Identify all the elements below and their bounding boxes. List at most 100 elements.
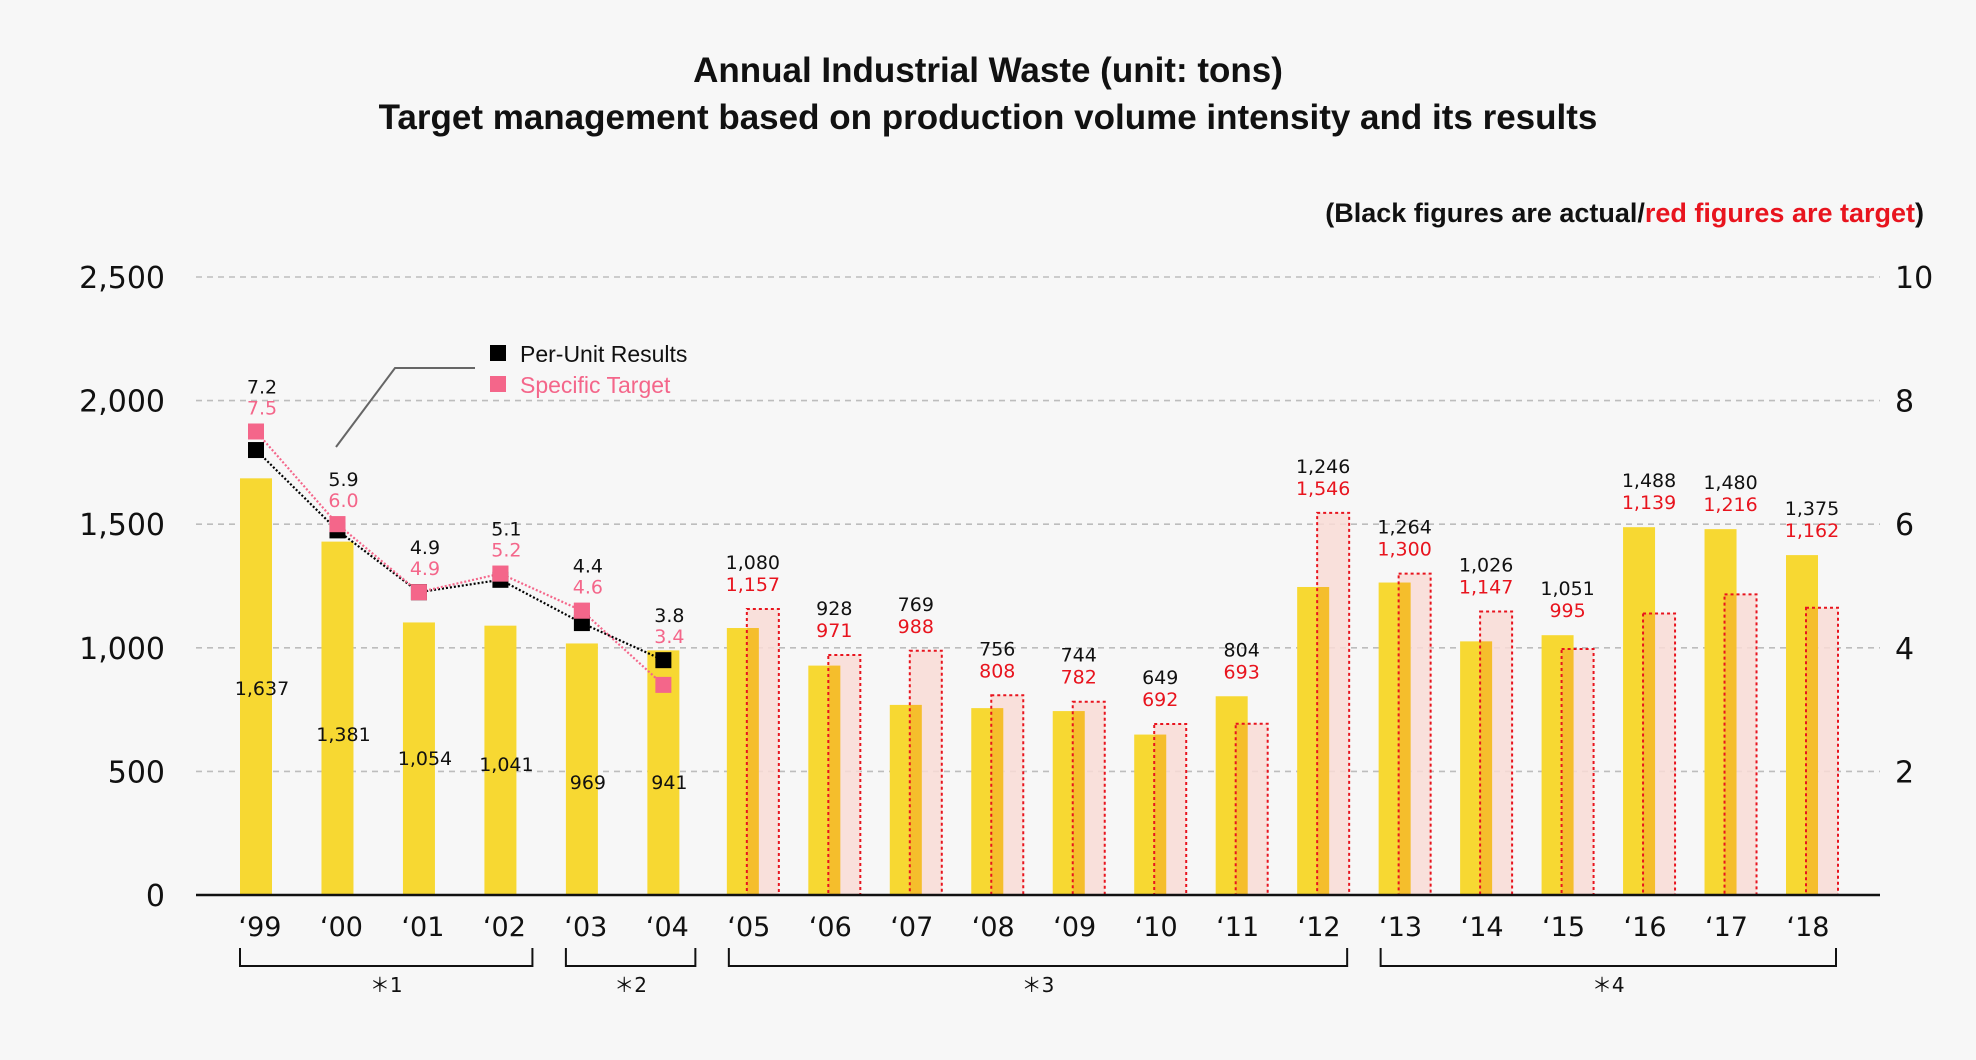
bar-overlap [1806,607,1818,895]
label-specific-target: 5.2 [491,540,521,562]
label-actual: 1,041 [479,754,533,776]
label-actual: 1,054 [398,748,452,770]
label-per-unit: 7.2 [247,377,277,399]
label-actual: 1,264 [1377,517,1431,539]
bar-target-outline [1397,572,1432,896]
bar-overlap [1072,711,1085,895]
x-tick-label: ‘99 [239,912,282,943]
legend-label-results: Per-Unit Results [520,341,687,367]
note-target: red figures are target [1645,198,1915,228]
label-target: 1,139 [1622,492,1676,514]
label-actual: 1,051 [1540,578,1594,600]
label-target: 971 [816,620,852,642]
x-tick-label: ‘01 [401,912,444,943]
x-tick-label: ‘15 [1542,912,1585,943]
label-per-unit: 5.1 [491,519,521,541]
x-tick-label: ‘07 [890,912,933,943]
label-target: 1,300 [1377,539,1431,561]
label-actual: 1,488 [1622,470,1676,492]
bar-overlap [1561,649,1574,895]
note-actual: Black figures are actual/ [1334,198,1645,228]
chart-note: (Black figures are actual/red figures ar… [1325,198,1924,228]
left-tick-label: 500 [108,755,165,790]
label-actual: 1,080 [726,552,780,574]
period-bracket-label: ＊2 [614,973,647,997]
bar-target-outline [1153,722,1188,897]
x-tick-label: ‘12 [1298,912,1341,943]
x-tick-label: ‘14 [1461,912,1504,943]
x-tick-label: ‘09 [1053,912,1096,943]
x-tick-label: ‘05 [727,912,770,943]
bar-overlap [828,665,841,895]
period-bracket [727,948,1349,967]
label-specific-target: 3.4 [654,626,684,648]
left-axis: 0 500 1,000 1,500 2,000 2,500 [79,261,165,914]
x-tick-label: ‘17 [1705,912,1748,943]
bar-overlap [1480,641,1493,895]
legend: Per-Unit Results Specific Target [335,341,687,448]
lines [248,423,672,693]
marker-specific-target [573,602,590,619]
bar-target-outline [1316,511,1351,896]
label-per-unit: 3.8 [654,605,684,627]
right-tick-label: 10 [1895,261,1933,296]
chart-subtitle: Target management based on production vo… [379,98,1598,137]
right-tick-label: 6 [1895,508,1914,543]
label-actual: 744 [1061,645,1097,667]
bar-overlap [1398,582,1411,895]
label-actual: 769 [898,594,934,616]
left-tick-label: 1,500 [79,508,165,543]
x-tick-label: ‘11 [1216,912,1259,943]
marker-specific-target [410,584,427,601]
label-target: 1,546 [1296,478,1350,500]
marker-specific-target [248,423,264,440]
label-actual: 1,375 [1785,498,1839,520]
x-tick-label: ‘13 [1379,912,1422,943]
label-specific-target: 6.0 [328,490,358,512]
bar-target-outline [1560,648,1595,897]
period-bracket [564,948,697,967]
bar-actual [240,478,272,895]
marker-per-unit [248,442,264,459]
period-bracket [239,948,534,967]
bar-overlap [1724,594,1737,895]
legend-swatch-results [490,345,506,361]
label-target: 693 [1224,661,1260,683]
note-open: ( [1325,198,1334,228]
bar-overlap [1643,613,1656,895]
x-tick-label: ‘18 [1787,912,1830,943]
label-actual: 1,026 [1459,554,1513,576]
label-target: 1,216 [1703,494,1757,516]
bar-overlap [909,704,922,895]
note-close: ) [1915,198,1924,228]
bar-target-outline [1234,722,1269,897]
label-specific-target: 7.5 [247,398,277,420]
period-bracket-label: ＊3 [1022,973,1055,997]
left-tick-label: 2,500 [79,261,165,296]
label-per-unit: 5.9 [328,469,358,491]
right-tick-label: 8 [1895,385,1914,420]
right-axis: 2 4 6 8 10 [1895,261,1933,790]
marker-specific-target [329,516,346,533]
label-specific-target: 4.9 [410,558,440,580]
period-bracket-label: ＊1 [370,973,403,997]
x-tick-label: ‘06 [809,912,852,943]
x-tick-label: ‘10 [1135,912,1178,943]
x-axis: ‘99 ‘00 ‘01 ‘02 ‘03 ‘04 ‘05 ‘06 ‘07 ‘08 ‘09 ‘10 ‘11 ‘… [239,912,1830,943]
marker-specific-target [492,565,509,582]
gridlines [196,276,1880,773]
bar-target-outline [745,607,780,897]
marker-specific-target [655,676,672,693]
label-target: 1,157 [726,574,780,596]
label-actual: 928 [816,598,852,620]
bar-actual [402,622,435,895]
bar-actual [565,643,598,895]
left-tick-label: 0 [146,879,165,914]
label-target: 1,162 [1785,520,1839,542]
x-tick-label: ‘00 [320,912,363,943]
right-tick-label: 4 [1895,632,1914,667]
x-tick-label: ‘16 [1624,912,1667,943]
bar-overlap [1235,723,1248,895]
label-actual: 1,246 [1296,456,1350,478]
